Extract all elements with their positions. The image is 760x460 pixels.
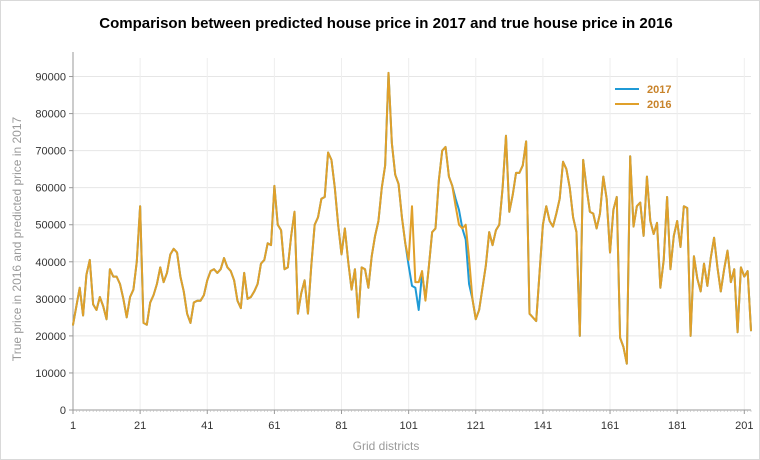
x-tick-label: 141 xyxy=(534,420,552,432)
legend: 2017 2016 xyxy=(615,84,671,111)
series-line-2016 xyxy=(72,71,752,365)
x-tick-label: 21 xyxy=(134,420,146,432)
x-tick-label: 161 xyxy=(601,420,619,432)
y-tick-label: 50000 xyxy=(35,220,66,232)
x-tick-label: 201 xyxy=(735,420,753,432)
x-tick-label: 101 xyxy=(399,420,417,432)
x-tick-label: 81 xyxy=(335,420,347,432)
y-tick-label: 40000 xyxy=(35,257,66,269)
x-tick-label: 1 xyxy=(70,420,76,432)
y-tick-label: 30000 xyxy=(35,294,66,306)
legend-label-2016: 2016 xyxy=(647,99,671,111)
y-tick-label: 20000 xyxy=(35,331,66,343)
y-axis-ticks: 0 10000 20000 30000 40000 50000 60000 70000 8000… xyxy=(35,72,73,417)
y-tick-label: 90000 xyxy=(35,72,66,84)
x-tick-label: 41 xyxy=(201,420,213,432)
x-tick-label: 181 xyxy=(668,420,686,432)
x-tick-label: 61 xyxy=(268,420,280,432)
y-tick-label: 70000 xyxy=(35,146,66,158)
x-tick-label: 121 xyxy=(467,420,485,432)
series-lines xyxy=(72,71,752,365)
x-axis-label: Grid districts xyxy=(353,439,420,453)
y-tick-label: 80000 xyxy=(35,109,66,121)
y-tick-label: 60000 xyxy=(35,183,66,195)
x-axis-ticks: 1 21 41 61 81 101 121 141 161 181 201 xyxy=(70,410,753,432)
y-axis-label: True price in 2016 and predicted price i… xyxy=(10,116,24,361)
legend-label-2017: 2017 xyxy=(647,84,671,96)
chart-title: Comparison between predicted house price… xyxy=(99,15,673,32)
y-tick-label: 0 xyxy=(60,405,66,417)
y-tick-label: 10000 xyxy=(35,368,66,380)
